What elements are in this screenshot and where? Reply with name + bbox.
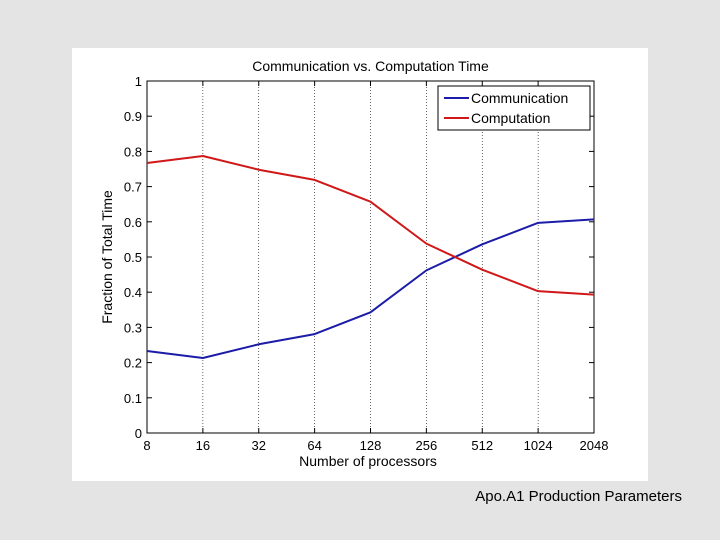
- x-tick-label: 512: [471, 438, 493, 453]
- y-tick-label: 0.4: [124, 285, 142, 300]
- chart-title: Communication vs. Computation Time: [252, 58, 489, 74]
- x-axis-label: Number of processors: [299, 453, 437, 469]
- legend-box: [437, 85, 591, 131]
- grid-layer: [202, 81, 539, 433]
- legend-label: Computation: [471, 110, 550, 126]
- x-tick-label: 8: [143, 438, 150, 453]
- x-tick-label: 32: [252, 438, 266, 453]
- y-axis-label: Fraction of Total Time: [99, 190, 115, 324]
- x-tick-label: 64: [307, 438, 321, 453]
- y-tick-label: 0.9: [124, 109, 142, 124]
- legend-label: Communication: [471, 90, 568, 106]
- y-tick-label: 0.6: [124, 215, 142, 230]
- y-tick-label: 1: [135, 74, 142, 89]
- y-tick-label: 0.1: [124, 391, 142, 406]
- y-tick-label: 0.3: [124, 320, 142, 335]
- tick-layer: 8 16 32 64 128 256 512 1024 2048 0 0.1 0.2 0.3 0.4 0.5…: [124, 74, 609, 453]
- y-tick-label: 0.8: [124, 144, 142, 159]
- x-tick-label: 16: [196, 438, 210, 453]
- y-tick-label: 0: [135, 426, 142, 441]
- y-tick-label: 0.7: [124, 180, 142, 195]
- x-tick-label: 1024: [524, 438, 553, 453]
- slide-caption: Apo.A1 Production Parameters: [475, 488, 682, 505]
- y-tick-label: 0.5: [124, 250, 142, 265]
- series-line-communication: [146, 218, 595, 360]
- x-tick-label: 256: [416, 438, 438, 453]
- series-layer: [146, 154, 595, 360]
- legend: Communication Computation: [437, 85, 591, 131]
- x-tick-label: 128: [360, 438, 382, 453]
- y-tick-label: 0.2: [124, 356, 142, 371]
- series-line-computation: [146, 154, 595, 296]
- plot-frame: [146, 80, 595, 434]
- chart: 8 16 32 64 128 256 512 1024 2048 0 0.1 0.2 0.3 0.4 0.5…: [99, 58, 609, 469]
- x-tick-label: 2048: [580, 438, 609, 453]
- figure-panel: 8 16 32 64 128 256 512 1024 2048 0 0.1 0.2 0.3 0.4 0.5…: [72, 48, 648, 481]
